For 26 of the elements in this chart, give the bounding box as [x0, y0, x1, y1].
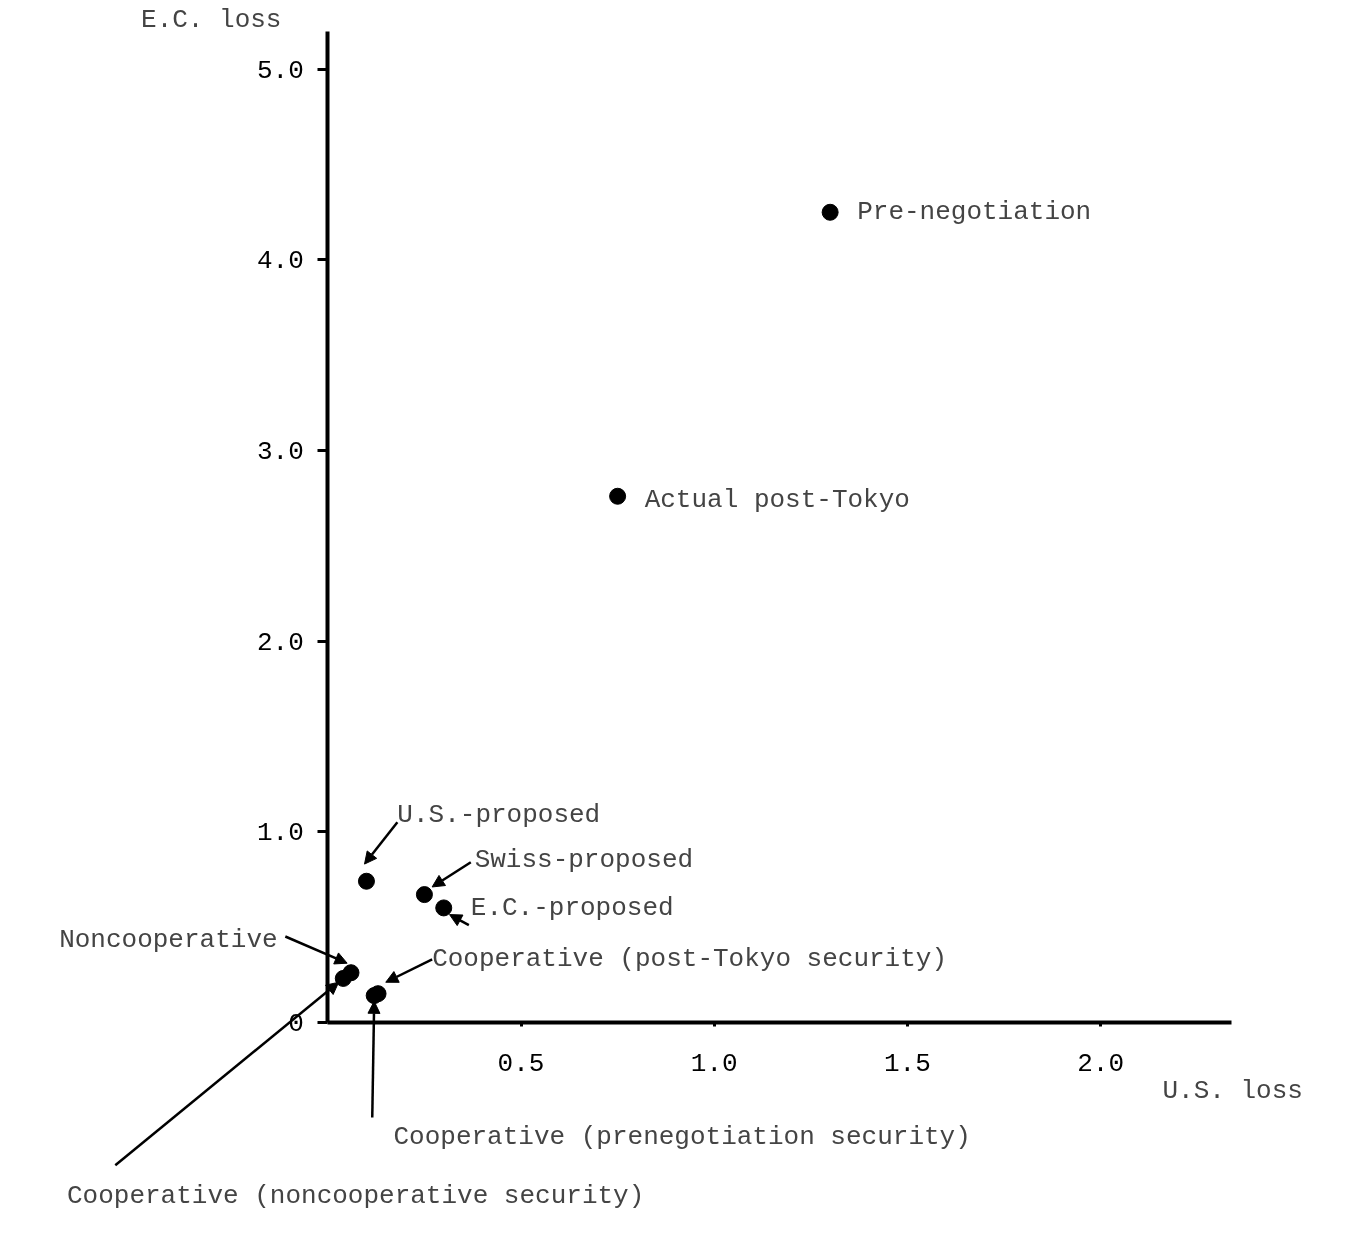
annotation: Swiss-proposed — [474, 845, 694, 876]
annotation: E.C.-proposed — [470, 892, 674, 923]
x-tick-label: 0.5 — [497, 1049, 545, 1080]
y-axis-title: E.C. loss — [141, 4, 282, 35]
x-axis-title: U.S. loss — [1162, 1075, 1303, 1106]
annotation: U.S.-proposed — [397, 799, 601, 830]
point — [609, 487, 627, 505]
annotation: Pre-negotiation — [857, 197, 1092, 228]
y-tick-label: 1.0 — [257, 818, 304, 849]
x-tick-label: 1.0 — [690, 1049, 738, 1080]
y-tick-label: 3.0 — [257, 437, 304, 468]
y-tick-label: 4.0 — [257, 246, 304, 277]
point — [357, 872, 375, 890]
point — [415, 886, 433, 904]
point — [435, 899, 453, 917]
annotation: Noncooperative — [59, 925, 278, 956]
point — [334, 969, 352, 987]
point — [821, 203, 839, 221]
annotation: Cooperative (prenegotiation security) — [393, 1121, 971, 1152]
x-tick-label: 1.5 — [884, 1049, 931, 1080]
y-tick-label: 5.0 — [257, 55, 304, 86]
annotation: Cooperative (post-Tokyo security) — [432, 944, 948, 975]
x-tick-label: 2.0 — [1077, 1049, 1125, 1080]
y-tick-label: 2.0 — [257, 627, 304, 658]
annotation: Cooperative (noncooperative security) — [66, 1180, 645, 1211]
annotation: Actual post-Tokyo — [644, 485, 910, 516]
